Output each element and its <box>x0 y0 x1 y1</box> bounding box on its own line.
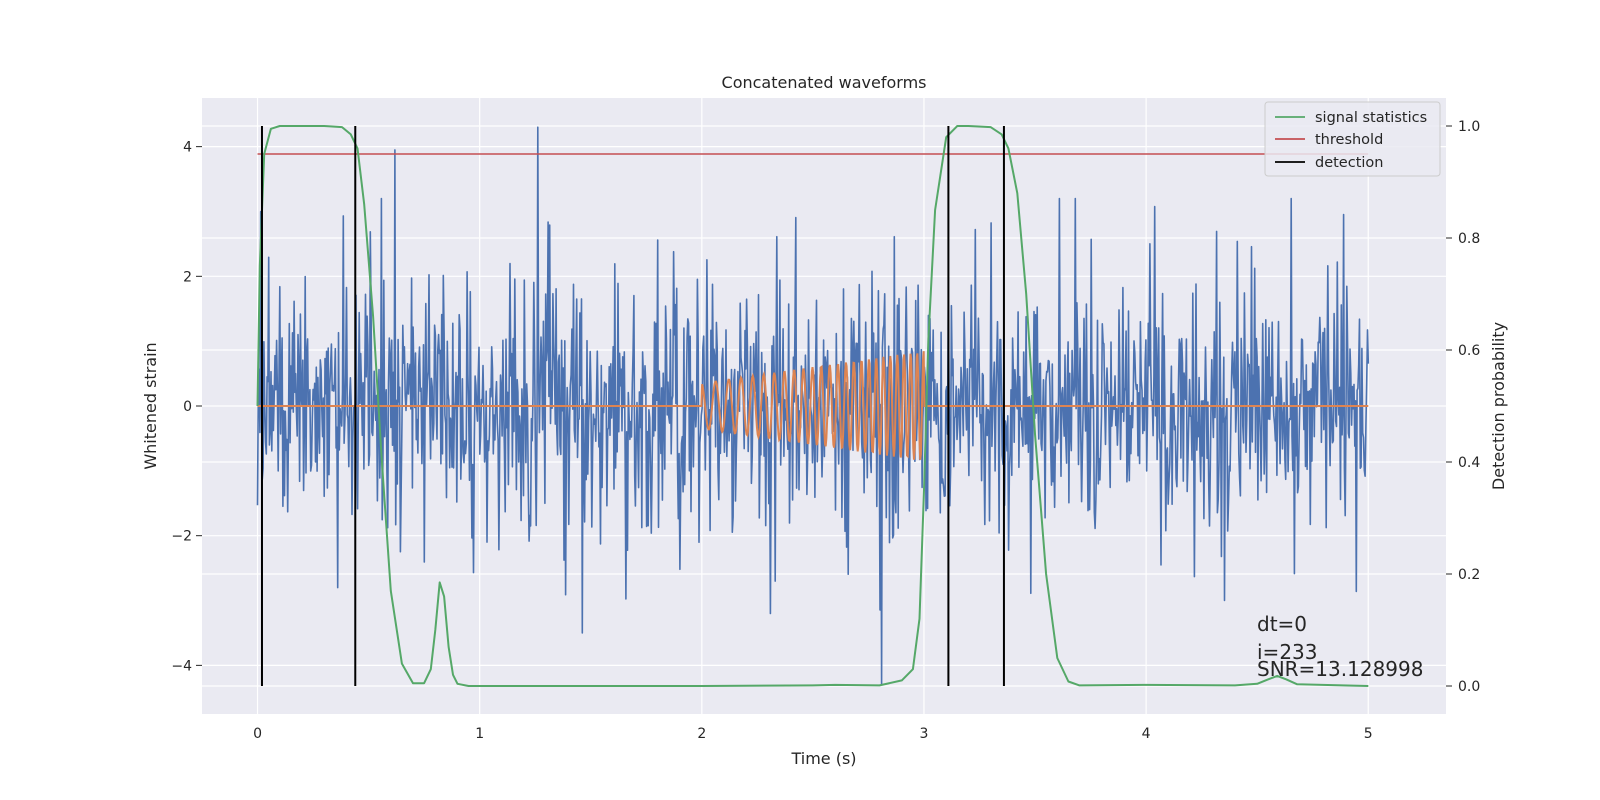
x-tick-label: 3 <box>920 726 929 742</box>
chirp-series-line <box>257 351 1369 460</box>
x-tick-label: 2 <box>697 726 706 742</box>
annotation-index: i=233 <box>1257 640 1318 664</box>
chart-title: Concatenated waveforms <box>722 73 927 92</box>
x-tick-label: 5 <box>1364 726 1373 742</box>
y2-tick-label: 0.2 <box>1458 567 1480 583</box>
x-axis-label: Time (s) <box>790 749 856 768</box>
y-tick-label: 2 <box>183 269 192 285</box>
y2-tick-label: 0.6 <box>1458 343 1480 359</box>
annotations: dt=0 i=233 SNR=13.128998 <box>1257 612 1423 681</box>
x-tick-label: 4 <box>1142 726 1151 742</box>
y2-tick-label: 0.8 <box>1458 231 1480 247</box>
y2-tick-label: 0.4 <box>1458 455 1480 471</box>
legend-box <box>1264 101 1441 177</box>
x-tick-label: 1 <box>475 726 484 742</box>
legend-label-signal-statistics: signal statistics <box>1315 110 1427 126</box>
legend-label-threshold: threshold <box>1315 132 1383 148</box>
signal-statistics-line <box>256 125 1369 687</box>
y2-tick-label: 0.0 <box>1458 679 1480 695</box>
data-layer <box>256 125 1370 687</box>
legend: signal statistics threshold detection <box>1264 101 1441 177</box>
x-tick-label: 0 <box>253 726 262 742</box>
y2-axis-label: Detection probability <box>1489 322 1508 490</box>
y-tick-label: 4 <box>183 140 192 156</box>
axis-layer: 0 1 2 3 4 5 −4 −2 0 2 4 0.0 0.2 0.4 0.6 0.8 1.0 <box>171 119 1480 742</box>
y-tick-label: 0 <box>183 399 192 415</box>
y-axis-label: Whitened strain <box>141 342 160 469</box>
annotation-dt: dt=0 <box>1257 612 1307 636</box>
y-tick-label: −2 <box>171 529 192 545</box>
legend-label-detection: detection <box>1315 155 1383 171</box>
noise-series-line <box>256 126 1370 686</box>
annotation-snr: SNR=13.128998 <box>1257 657 1423 681</box>
y2-tick-label: 1.0 <box>1458 119 1480 135</box>
y-tick-label: −4 <box>171 658 192 674</box>
